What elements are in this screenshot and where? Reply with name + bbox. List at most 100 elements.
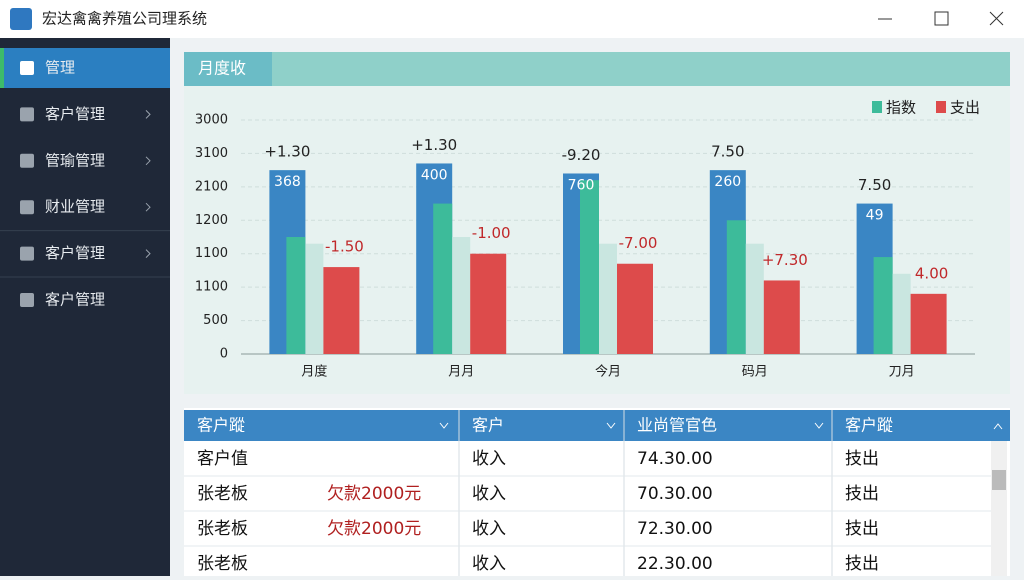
legend-swatch bbox=[872, 101, 882, 113]
chevron bbox=[145, 156, 151, 166]
x-tick-label: 今月 bbox=[595, 364, 621, 380]
table-cell: 70.30.00 bbox=[637, 484, 713, 504]
legend-swatch bbox=[936, 101, 946, 113]
sidebar-icon bbox=[20, 153, 34, 168]
bar-annotation: 7.50 bbox=[858, 176, 891, 194]
sort-chevron bbox=[606, 422, 616, 429]
table-cell: 技出 bbox=[845, 484, 879, 504]
window-title: 宏达禽禽养殖公司理系统 bbox=[42, 10, 207, 28]
table-cell: 客户值 bbox=[197, 449, 248, 469]
sidebar-icon bbox=[20, 61, 34, 75]
bar-annotation: 4.00 bbox=[915, 264, 948, 282]
y-tick-label: 1200 bbox=[195, 213, 228, 228]
y-tick-label: 1100 bbox=[195, 280, 228, 295]
bar bbox=[910, 293, 947, 354]
chevron bbox=[145, 202, 151, 212]
bar bbox=[617, 263, 653, 354]
bar bbox=[726, 220, 746, 354]
bar-annotation: 760 bbox=[568, 177, 595, 193]
sidebar-icon bbox=[20, 246, 34, 261]
bar bbox=[873, 257, 893, 354]
table-note: 欠款2000元 bbox=[327, 484, 421, 504]
table-header-cell[interactable]: 客户蹤 bbox=[197, 416, 245, 435]
maximize-button[interactable] bbox=[934, 11, 949, 26]
sidebar-icon bbox=[20, 200, 34, 215]
bar bbox=[892, 273, 911, 354]
sidebar-icon bbox=[20, 293, 34, 307]
panel-header bbox=[184, 52, 1010, 86]
sidebar-item[interactable]: 管理 bbox=[45, 59, 75, 77]
table-header-cell[interactable]: 客户蹤 bbox=[845, 416, 893, 435]
x-tick-label: 刀月 bbox=[889, 365, 915, 380]
table-cell: 技出 bbox=[845, 519, 879, 539]
active-marker bbox=[0, 48, 4, 88]
table-note: 欠款2000元 bbox=[327, 519, 421, 539]
bar bbox=[580, 180, 599, 354]
bar bbox=[470, 253, 507, 354]
table-header bbox=[184, 410, 1010, 441]
y-tick-label: 3100 bbox=[195, 146, 228, 161]
sidebar-item[interactable]: 财业管理 bbox=[45, 198, 105, 216]
bar-annotation: 260 bbox=[714, 174, 741, 190]
table-cell: 张老板 bbox=[197, 519, 248, 539]
y-tick-label: 500 bbox=[203, 313, 228, 328]
y-tick-label: 3000 bbox=[195, 113, 228, 128]
sidebar-item[interactable]: 客户管理 bbox=[45, 244, 105, 262]
table-cell: 收入 bbox=[472, 484, 506, 504]
table-cell: 72.30.00 bbox=[637, 519, 713, 539]
table-cell: 收入 bbox=[472, 554, 506, 574]
bar-annotation: -1.00 bbox=[472, 224, 511, 242]
bar bbox=[286, 237, 306, 354]
table-cell: 张老板 bbox=[197, 484, 248, 504]
legend-label: 支出 bbox=[950, 99, 980, 117]
panel-title: 月度收 bbox=[198, 59, 246, 78]
sidebar-item[interactable]: 客户管理 bbox=[45, 291, 105, 309]
close-button[interactable] bbox=[989, 11, 1004, 26]
bar-annotation: -1.50 bbox=[325, 238, 364, 256]
bar bbox=[452, 237, 471, 354]
y-tick-label: 1100 bbox=[195, 246, 228, 261]
bar-annotation: +7.30 bbox=[762, 251, 808, 269]
sort-chevron bbox=[439, 422, 449, 429]
bar bbox=[745, 243, 764, 354]
table-cell: 22.30.00 bbox=[637, 554, 713, 574]
scroll-thumb[interactable] bbox=[992, 470, 1006, 490]
bar-annotation: 7.50 bbox=[711, 143, 744, 161]
x-tick-label: 码月 bbox=[742, 365, 768, 380]
title-bar bbox=[0, 0, 1024, 38]
bar-annotation: +1.30 bbox=[411, 136, 457, 154]
panel-title-tab bbox=[184, 52, 272, 86]
bar-annotation: -7.00 bbox=[619, 234, 658, 252]
sort-chevron bbox=[814, 422, 824, 429]
chevron bbox=[145, 249, 151, 258]
bar bbox=[323, 267, 360, 354]
table-cell: 收入 bbox=[472, 519, 506, 539]
bar-annotation: -9.20 bbox=[562, 146, 601, 164]
table-cell: 74.30.00 bbox=[637, 449, 713, 469]
scrollbar[interactable] bbox=[991, 441, 1007, 576]
table-cell: 技出 bbox=[845, 449, 879, 469]
sidebar-icon bbox=[20, 107, 34, 122]
table-cell: 收入 bbox=[472, 449, 506, 469]
x-tick-label: 月月 bbox=[448, 365, 474, 380]
bar bbox=[433, 203, 453, 354]
sidebar-item[interactable]: 管瑜管理 bbox=[45, 151, 105, 169]
bar-annotation: 400 bbox=[421, 167, 448, 183]
sort-chevron bbox=[993, 423, 1003, 430]
chevron bbox=[145, 110, 151, 119]
table-cell: 张老板 bbox=[197, 554, 248, 574]
table-header-cell[interactable]: 业尚管官色 bbox=[637, 416, 717, 435]
sidebar-item[interactable]: 客户管理 bbox=[45, 105, 105, 123]
bar-annotation: +1.30 bbox=[264, 143, 310, 161]
bar bbox=[599, 243, 617, 354]
table-header-cell[interactable]: 客户 bbox=[472, 416, 504, 435]
bar-annotation: 368 bbox=[274, 174, 301, 190]
legend-label: 指数 bbox=[886, 99, 916, 117]
app-icon bbox=[10, 8, 32, 30]
y-tick-label: 2100 bbox=[195, 179, 228, 194]
table-cell: 技出 bbox=[845, 554, 879, 574]
y-tick-label: 0 bbox=[220, 347, 228, 362]
bar bbox=[305, 243, 324, 354]
x-tick-label: 月度 bbox=[301, 364, 327, 380]
bar-annotation: 49 bbox=[866, 208, 884, 224]
